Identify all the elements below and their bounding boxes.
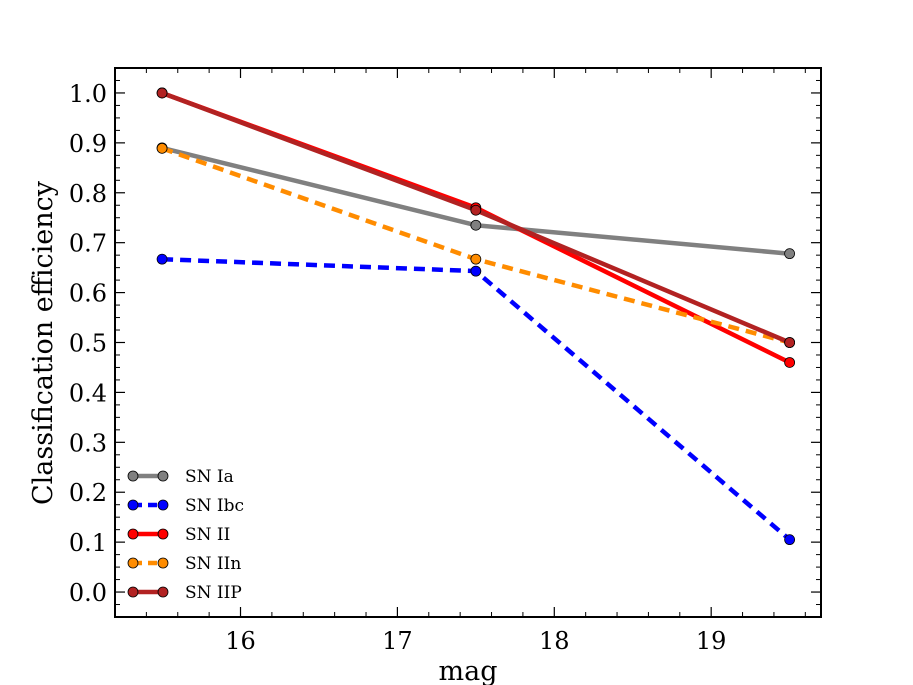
y-tick-label: 1.0 [69, 80, 107, 108]
data-point-sn-ia [784, 248, 796, 260]
x-tick-label: 16 [225, 627, 256, 655]
y-tick-label: 0.4 [69, 379, 107, 407]
legend-label-sn-ibc: SN Ibc [185, 496, 244, 516]
legend-marker-sn-ia [127, 470, 139, 482]
legend-label-sn-ia: SN Ia [185, 467, 234, 487]
y-tick-label: 0.6 [69, 280, 107, 308]
series-line-sn-ia [161, 145, 790, 256]
data-point-sn-ia [470, 219, 482, 231]
data-point-sn-ibc [784, 534, 796, 546]
data-point-sn-iin [470, 253, 482, 265]
y-axis-title: Classification efficiency [28, 180, 59, 505]
y-tick-label: 0.5 [69, 330, 107, 358]
y-tick-label: 0.9 [69, 130, 107, 158]
legend-label-sn-iin: SN IIn [185, 554, 241, 574]
legend-marker-sn-ii [157, 528, 169, 540]
legend-marker-sn-ia [157, 470, 169, 482]
data-point-sn-iip [470, 204, 482, 216]
data-point-sn-ibc [156, 253, 168, 265]
x-tick-label: 17 [382, 627, 413, 655]
data-point-sn-iip [156, 87, 168, 99]
legend-marker-sn-ii [127, 528, 139, 540]
data-point-sn-ibc [470, 265, 482, 277]
data-point-sn-ii [784, 357, 796, 368]
legend-marker-sn-iip [127, 586, 139, 598]
legend-marker-sn-iin [157, 557, 169, 569]
y-tick-label: 0.2 [69, 479, 107, 507]
legend: SN Ia SN Ibc SN II SN IIn SN IIP [127, 467, 244, 603]
data-point-sn-iin [156, 142, 168, 154]
series-layer [156, 87, 796, 546]
legend-label-sn-ii: SN II [185, 525, 230, 545]
y-tick-label: 0.3 [69, 429, 107, 457]
x-axis-title: mag [439, 656, 498, 685]
data-point-sn-iip [784, 337, 796, 348]
legend-marker-sn-ibc [127, 499, 139, 511]
y-tick-label: 0.8 [69, 180, 107, 208]
legend-marker-sn-iip [157, 586, 169, 598]
series-line-sn-iip [161, 90, 791, 345]
x-tick-label: 18 [539, 627, 570, 655]
y-tick-label: 0.0 [69, 579, 107, 607]
legend-marker-sn-iin [127, 557, 139, 569]
y-tick-label: 0.7 [69, 230, 107, 258]
legend-marker-sn-ibc [157, 499, 169, 511]
axes-layer: 16 17 18 19 0.0 0.1 0.2 0.3 0.4 0.5 0.6 0.7 0.8 0.9 1.… [69, 67, 822, 655]
x-tick-label: 19 [696, 627, 727, 655]
y-tick-label: 0.1 [69, 529, 107, 557]
legend-label-sn-iip: SN IIP [185, 583, 242, 603]
